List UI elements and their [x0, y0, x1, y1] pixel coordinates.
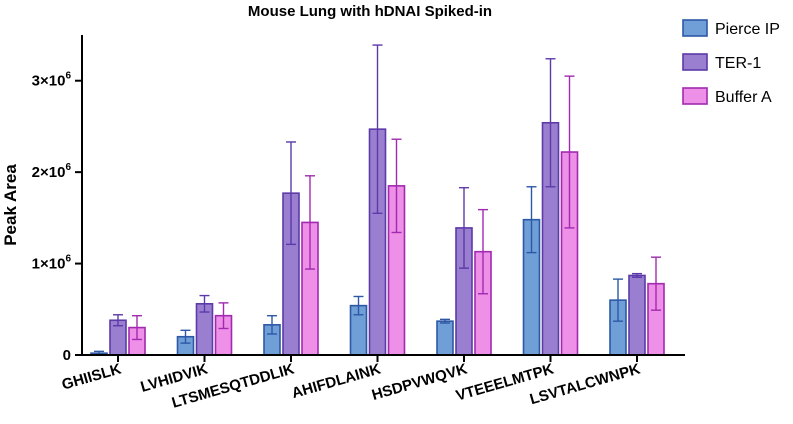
error-bar-ghiislk-ter-1 [113, 314, 123, 327]
legend-item-buffer-a: Buffer A [682, 87, 772, 106]
error-bar-vteeelmtpk-buffer-a [564, 75, 575, 229]
error-bar-hsdpvwqvk-buffer-a [478, 208, 488, 295]
error-bar-lvhidvik-buffer-a [218, 302, 229, 330]
y-tick-label: 2×106 [32, 162, 72, 181]
legend-label: TER-1 [715, 55, 761, 72]
axes [81, 35, 685, 356]
legend-swatch [682, 87, 708, 105]
error-bar-lsvtalcwnpk-buffer-a [651, 256, 661, 311]
y-tick-label: 0 [63, 347, 71, 364]
plot-area [90, 44, 665, 356]
error-bar-lvhidvik-pierce-ip [180, 329, 191, 344]
y-axis-ticks: 0 1×106 2×106 3×106 [32, 71, 82, 364]
error-bar-ghiislk-buffer-a [132, 314, 142, 341]
y-tick-label: 3×106 [32, 71, 72, 90]
error-bar-ltsmesqtddlik-buffer-a [305, 175, 315, 270]
error-bar-vteeelmtpk-pierce-ip [526, 186, 537, 254]
legend-swatch [682, 19, 708, 37]
error-bar-vteeelmtpk-ter-1 [545, 58, 556, 188]
legend-label: Buffer A [715, 89, 772, 106]
bar-hsdpvwqvk-pierce-ip [436, 320, 454, 356]
error-bar-ahifdlaink-pierce-ip [353, 295, 364, 316]
legend-label: Pierce IP [715, 21, 780, 38]
x-tick-label-hsdpvwqvk: HSDPVWQVK [370, 360, 469, 403]
error-bar-ltsmesqtddlik-ter-1 [286, 141, 296, 246]
x-axis-ticks: GHIISLK LVHIDVIKLTSMESQTDDLIKAHIFDLAINKHS… [60, 355, 642, 412]
legend-swatch [682, 53, 708, 71]
error-bar-ahifdlaink-ter-1 [372, 44, 383, 214]
legend-item-pierce-ip: Pierce IP [682, 19, 780, 38]
x-tick-label-ghiislk: GHIISLK [60, 360, 123, 393]
y-axis-label: Peak Area [1, 164, 20, 246]
y-tick-label: 1×106 [32, 254, 72, 273]
error-bar-lsvtalcwnpk-ter-1 [632, 272, 642, 278]
error-bar-hsdpvwqvk-pierce-ip [440, 318, 450, 324]
error-bar-lvhidvik-ter-1 [199, 294, 210, 313]
legend: Pierce IP TER-1 Buffer A [682, 19, 780, 106]
legend-item-ter-1: TER-1 [682, 53, 761, 72]
bar-lsvtalcwnpk-ter-1 [628, 274, 646, 356]
error-bar-ltsmesqtddlik-pierce-ip [267, 314, 277, 335]
error-bar-ahifdlaink-buffer-a [391, 138, 402, 234]
error-bar-lsvtalcwnpk-pierce-ip [613, 278, 623, 322]
error-bar-hsdpvwqvk-ter-1 [459, 186, 469, 269]
chart-title: Mouse Lung with hDNAI Spiked-in [248, 3, 492, 20]
x-tick-label-ahifdlaink: AHIFDLAINK [290, 360, 383, 402]
